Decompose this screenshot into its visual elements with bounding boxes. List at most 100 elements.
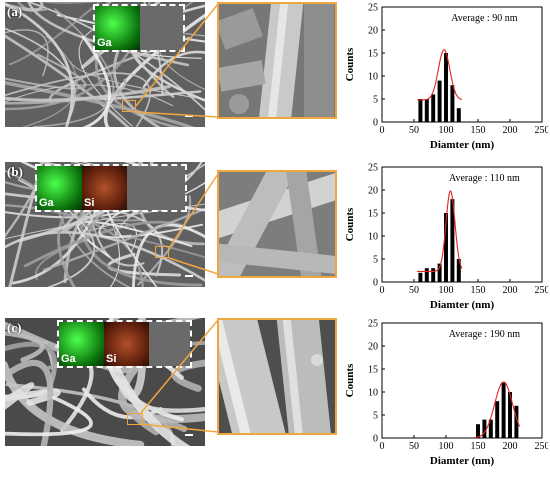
average-annotation: Average : 190 nm bbox=[449, 329, 520, 340]
panel-label-a: (a) bbox=[7, 4, 23, 19]
histogram-bar bbox=[444, 213, 448, 282]
sem-image-b: (b) Ga Si bbox=[5, 162, 205, 287]
histogram-bar bbox=[488, 419, 493, 438]
roi-box-c bbox=[127, 413, 143, 425]
x-tick-label: 200 bbox=[503, 441, 518, 452]
histogram-bar bbox=[437, 80, 442, 122]
y-axis-label: Counts bbox=[344, 47, 356, 81]
gaussian-fit-line bbox=[474, 381, 521, 439]
x-axis-label: Diamter (nm) bbox=[430, 139, 495, 151]
x-tick-label: 50 bbox=[409, 441, 419, 452]
eds-map-si-b: Si bbox=[82, 166, 127, 210]
histogram-bar bbox=[437, 263, 442, 282]
x-tick-label: 250 bbox=[535, 125, 549, 136]
gaussian-fit-line bbox=[417, 190, 463, 272]
roi-box-b bbox=[155, 246, 169, 258]
histogram-bar bbox=[508, 392, 512, 438]
histogram-bar bbox=[450, 199, 455, 282]
sem-image-c: (c) Ga Si bbox=[5, 318, 205, 446]
histogram-a: 0 50 100 150 200 250 0 5 10 15 20 25 Average : 90 nm… bbox=[344, 3, 549, 152]
plot-frame bbox=[381, 6, 543, 123]
panel-c: (c) Ga Si 0 50 100 150 200 250 0 5 10 15 20 25 Avera… bbox=[0, 318, 550, 468]
y-tick-label: 5 bbox=[373, 95, 378, 106]
average-annotation: Average : 90 nm bbox=[451, 13, 517, 24]
eds-inset-sem-a bbox=[140, 6, 183, 50]
histogram-bar bbox=[476, 424, 480, 438]
eds-inset-sem-b bbox=[127, 166, 185, 210]
histogram-bar bbox=[418, 99, 423, 122]
x-tick-label: 250 bbox=[535, 285, 549, 296]
x-tick-label: 150 bbox=[471, 441, 486, 452]
y-tick-label: 10 bbox=[368, 388, 378, 399]
histogram-bar bbox=[418, 272, 423, 282]
y-tick-label: 0 bbox=[373, 118, 378, 129]
zoom-image-c bbox=[217, 318, 337, 435]
histogram-bar bbox=[424, 99, 429, 122]
x-tick-label: 200 bbox=[503, 125, 518, 136]
y-tick-label: 25 bbox=[368, 319, 378, 330]
histogram-bar bbox=[495, 401, 500, 438]
plot-frame bbox=[381, 166, 543, 283]
y-axis-label: Counts bbox=[344, 363, 356, 397]
zoom-connector-b bbox=[168, 173, 219, 275]
panel-label-c: (c) bbox=[7, 320, 22, 335]
y-tick-label: 10 bbox=[368, 232, 378, 243]
eds-label-ga-b: Ga bbox=[39, 197, 54, 209]
x-tick-label: 0 bbox=[380, 285, 385, 296]
y-tick-label: 15 bbox=[368, 49, 378, 60]
y-tick-label: 25 bbox=[368, 163, 378, 174]
histogram-bar bbox=[456, 259, 461, 282]
x-tick-label: 50 bbox=[409, 285, 419, 296]
histogram-bar bbox=[501, 382, 506, 438]
y-tick-label: 15 bbox=[368, 365, 378, 376]
eds-label-si-c: Si bbox=[106, 353, 117, 365]
scale-bar-b bbox=[185, 275, 193, 277]
eds-label-si-b: Si bbox=[84, 197, 95, 209]
eds-map-ga-b: Ga bbox=[37, 166, 82, 210]
eds-inset-sem-c bbox=[149, 322, 190, 366]
y-tick-label: 25 bbox=[368, 3, 378, 14]
panel-a: (a) Ga 0 50 100 150 200 250 0 5 10 15 20 25 Average … bbox=[0, 2, 550, 152]
scale-bar-c bbox=[185, 434, 193, 436]
average-annotation: Average : 110 nm bbox=[449, 173, 520, 184]
histogram-bar bbox=[482, 419, 487, 438]
eds-label-ga-a: Ga bbox=[97, 37, 112, 49]
x-tick-label: 0 bbox=[380, 125, 385, 136]
x-tick-label: 200 bbox=[503, 285, 518, 296]
y-tick-label: 20 bbox=[368, 186, 378, 197]
x-axis-label: Diamter (nm) bbox=[430, 299, 495, 311]
eds-inset-b: Ga Si bbox=[35, 164, 187, 212]
zoom-image-b bbox=[217, 170, 337, 278]
x-axis-label: Diamter (nm) bbox=[430, 455, 495, 467]
scale-bar-a bbox=[185, 115, 193, 117]
histogram-bar bbox=[424, 268, 429, 282]
y-tick-label: 5 bbox=[373, 411, 378, 422]
histogram-b: 0 50 100 150 200 250 0 5 10 15 20 25 Average : 110 n… bbox=[344, 163, 549, 312]
y-tick-label: 20 bbox=[368, 26, 378, 37]
zoom-connector-c bbox=[139, 319, 219, 433]
y-tick-label: 20 bbox=[368, 342, 378, 353]
gaussian-fit-line bbox=[417, 49, 463, 101]
zoom-connector-a bbox=[135, 3, 219, 118]
y-tick-label: 15 bbox=[368, 209, 378, 220]
eds-label-ga-c: Ga bbox=[61, 353, 76, 365]
x-tick-label: 100 bbox=[439, 125, 454, 136]
x-tick-label: 250 bbox=[535, 441, 549, 452]
x-tick-label: 100 bbox=[439, 285, 454, 296]
eds-map-ga-c: Ga bbox=[59, 322, 104, 366]
eds-inset-a: Ga bbox=[93, 4, 185, 52]
x-tick-label: 150 bbox=[471, 125, 486, 136]
x-tick-label: 0 bbox=[380, 441, 385, 452]
y-tick-label: 10 bbox=[368, 72, 378, 83]
roi-box-a bbox=[122, 100, 136, 112]
y-tick-label: 0 bbox=[373, 278, 378, 289]
eds-map-si-c: Si bbox=[104, 322, 149, 366]
histogram-bar bbox=[450, 85, 455, 122]
eds-map-ga-a: Ga bbox=[95, 6, 140, 50]
histogram-bar bbox=[456, 108, 461, 122]
eds-inset-c: Ga Si bbox=[57, 320, 192, 368]
y-tick-label: 5 bbox=[373, 255, 378, 266]
x-tick-label: 50 bbox=[409, 125, 419, 136]
zoom-image-a bbox=[217, 2, 337, 119]
histogram-bar bbox=[444, 53, 448, 122]
